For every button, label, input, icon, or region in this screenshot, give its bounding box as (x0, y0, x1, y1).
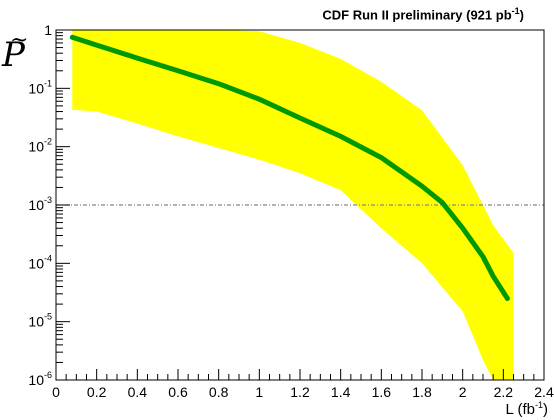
x-tick-label: 1 (255, 384, 263, 400)
x-axis-label: L (fb-1) (506, 400, 548, 418)
y-tick-label: 10-6 (28, 370, 52, 388)
x-tick-label: 0.2 (87, 384, 107, 400)
x-tick-label: 2.2 (494, 384, 514, 400)
y-tick-label-exponent: -5 (44, 312, 52, 322)
y-tick-label-exponent: -1 (44, 78, 52, 88)
y-tick-label-base: 10 (28, 197, 44, 213)
y-axis-label: ~ P (0, 28, 40, 92)
x-tick-label: 2.4 (534, 384, 554, 400)
x-tick-label: 0 (52, 384, 60, 400)
y-tick-label-base: 10 (28, 314, 44, 330)
x-axis-label-sup: -1 (534, 400, 543, 410)
uncertainty-band-layer (72, 30, 514, 380)
x-axis-label-suffix: ) (543, 401, 548, 418)
y-tick-label-exponent: -2 (44, 137, 52, 147)
x-tick-label: 1.2 (290, 384, 310, 400)
y-tick-label: 10-1 (28, 78, 52, 96)
y-tick-label-base: 10 (28, 80, 44, 96)
chart-title: CDF Run II preliminary (921 pb-1) (322, 6, 524, 22)
x-tick-label: 0.8 (209, 384, 229, 400)
x-tick-label: 1.8 (412, 384, 432, 400)
chart-title-sup: -1 (511, 6, 520, 16)
x-axis-label-text: L (fb (505, 401, 535, 418)
y-tick-label-exponent: -6 (44, 370, 52, 380)
y-tick-label-exponent: -3 (44, 195, 52, 205)
series-layer (69, 34, 510, 301)
y-axis-label-symbol: P (2, 35, 25, 75)
y-tick-label-base: 10 (28, 372, 44, 388)
y-axis-label-tilde: ~ (10, 28, 29, 53)
axes-layer: 0 0.2 0.4 0.6 0.8 1 1.2 1.4 1.6 1.8 2 2.2 2.410-610-… (28, 22, 554, 400)
y-tick-label: 10-2 (28, 137, 52, 155)
x-tick-label: 0.6 (168, 384, 188, 400)
chart-title-suffix: ) (519, 7, 524, 23)
y-tick-label-exponent: -4 (44, 253, 52, 263)
x-tick-label: 1.6 (372, 384, 392, 400)
chart-title-text: CDF Run II preliminary (921 pb (322, 7, 512, 23)
y-tick-label: 10-4 (28, 253, 52, 271)
y-tick-label: 10-3 (28, 195, 52, 213)
x-tick-label: 0.4 (128, 384, 148, 400)
x-tick-label: 2 (459, 384, 467, 400)
y-tick-label-base: 10 (28, 139, 44, 155)
y-tick-label-base: 10 (28, 255, 44, 271)
y-tick-label: 1 (44, 22, 52, 38)
y-tick-label: 10-5 (28, 312, 52, 330)
x-tick-label: 1.4 (331, 384, 351, 400)
uncertainty-band (72, 30, 514, 380)
series-line-0 (69, 34, 510, 301)
